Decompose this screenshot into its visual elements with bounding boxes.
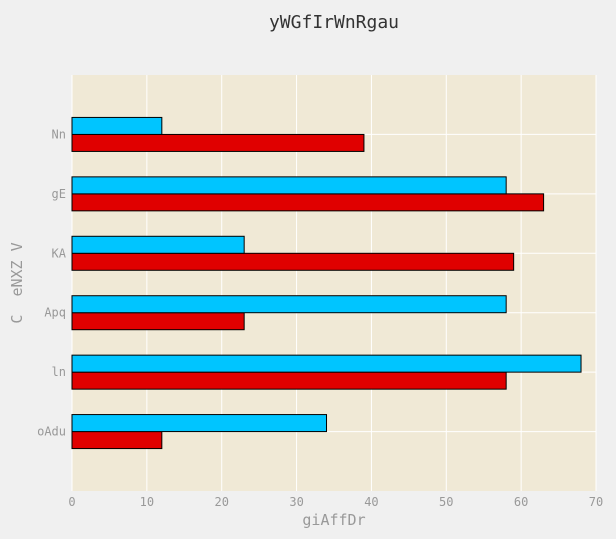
x-tick-label: 20 <box>214 495 228 509</box>
x-tick-label: 0 <box>68 495 75 509</box>
bar-Nn-series-2 <box>71 116 163 135</box>
bar-KA-series-1 <box>71 252 515 271</box>
x-tick-label: 30 <box>289 495 303 509</box>
y-axis-label: C eNXZ V <box>8 242 26 323</box>
y-tick-label: oAdu <box>37 425 66 439</box>
x-tick-label: 40 <box>364 495 378 509</box>
y-tick-label: ln <box>52 365 66 379</box>
y-tick-label: KA <box>52 246 67 260</box>
y-tick-label: Apq <box>44 306 66 320</box>
y-tick-label: Nn <box>52 127 66 141</box>
x-tick-label: 50 <box>439 495 453 509</box>
bar-Nn-series-1 <box>71 133 365 152</box>
bar-Apq-series-2 <box>71 295 507 314</box>
bar-gE-series-2 <box>71 176 507 195</box>
y-tick-label: gE <box>52 187 66 201</box>
bar-oAdu-series-2 <box>71 414 328 433</box>
bar-ln-series-2 <box>71 354 582 373</box>
x-axis-label: giAffDr <box>302 511 365 529</box>
chart-title: yWGfIrWnRgau <box>269 12 399 33</box>
bar-oAdu-series-1 <box>71 431 163 450</box>
bar-ln-series-1 <box>71 371 507 390</box>
x-tick-label: 10 <box>140 495 154 509</box>
bars <box>71 116 582 450</box>
y-tick-labels: oAdu ln Apq KA gE Nn <box>37 127 67 438</box>
bar-gE-series-1 <box>71 193 545 212</box>
bar-KA-series-2 <box>71 235 245 254</box>
bar-Apq-series-1 <box>71 312 245 331</box>
x-tick-labels: 0 10 20 30 40 50 60 70 <box>68 495 603 509</box>
x-tick-label: 70 <box>589 495 603 509</box>
x-tick-label: 60 <box>514 495 528 509</box>
